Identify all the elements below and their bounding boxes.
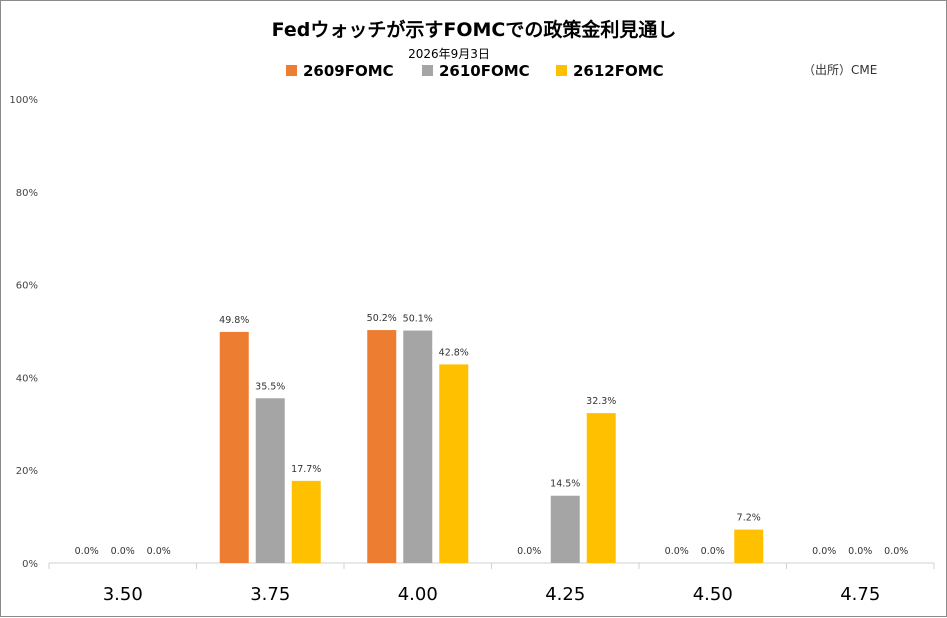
x-tick-label: 3.50 <box>103 584 143 605</box>
x-axis: 3.50 3.75 4.00 4.25 4.50 4.75 <box>48 562 935 605</box>
y-tick-label: 100% <box>9 95 38 106</box>
bar-2612FOMC-3.75 <box>291 480 321 563</box>
data-label-2612FOMC-4.00: 42.8% <box>439 347 469 358</box>
x-tick-label: 4.50 <box>693 584 733 605</box>
x-tick-label: 4.00 <box>398 584 438 605</box>
legend-swatch-2610FOMC <box>422 65 433 76</box>
data-label-2609FOMC-4.75: 0.0% <box>812 546 836 557</box>
y-axis: 0% 20% 40% 60% 80% 100% <box>9 95 38 570</box>
bar-2612FOMC-4.00 <box>439 364 469 563</box>
y-tick-label: 20% <box>16 466 38 477</box>
data-label-2610FOMC-3.50: 0.0% <box>111 546 135 557</box>
chart-legend: 2609FOMC 2610FOMC 2612FOMC <box>286 62 664 80</box>
bar-2612FOMC-4.50 <box>734 529 764 563</box>
legend-label-2612FOMC: 2612FOMC <box>573 62 664 80</box>
chart-title: Fedウォッチが示すFOMCでの政策金利見通し <box>272 18 677 41</box>
data-labels: 0.0% 0.0% 0.0% 49.8% 35.5% 17.7% 50.2% 50.1% 42.… <box>75 313 909 557</box>
bar-2612FOMC-4.25 <box>586 413 616 563</box>
y-tick-label: 0% <box>22 559 38 570</box>
y-tick-label: 60% <box>16 281 38 292</box>
bar-2610FOMC-4.25 <box>550 495 580 563</box>
data-label-2610FOMC-4.00: 50.1% <box>403 314 433 325</box>
data-label-2609FOMC-3.50: 0.0% <box>75 546 99 557</box>
data-label-2612FOMC-3.75: 17.7% <box>291 464 321 475</box>
data-label-2610FOMC-4.50: 0.0% <box>701 546 725 557</box>
legend-swatch-2609FOMC <box>286 65 297 76</box>
x-tick-label: 4.75 <box>840 584 880 605</box>
legend-label-2610FOMC: 2610FOMC <box>439 62 530 80</box>
bar-2609FOMC-3.75 <box>219 331 249 563</box>
x-tick-label: 3.75 <box>250 584 290 605</box>
bars <box>219 330 764 563</box>
chart-subtitle: 2026年9月3日 <box>408 47 490 61</box>
data-label-2612FOMC-4.75: 0.0% <box>884 546 908 557</box>
data-label-2610FOMC-3.75: 35.5% <box>255 381 285 392</box>
data-label-2610FOMC-4.75: 0.0% <box>848 546 872 557</box>
data-label-2609FOMC-4.50: 0.0% <box>665 546 689 557</box>
bar-2610FOMC-4.00 <box>403 330 433 563</box>
data-label-2610FOMC-4.25: 14.5% <box>550 479 580 490</box>
bar-2610FOMC-3.75 <box>255 398 285 563</box>
data-label-2612FOMC-3.50: 0.0% <box>147 546 171 557</box>
legend-label-2609FOMC: 2609FOMC <box>303 62 394 80</box>
chart-source: （出所）CME <box>803 63 877 77</box>
data-label-2612FOMC-4.25: 32.3% <box>586 396 616 407</box>
data-label-2609FOMC-4.25: 0.0% <box>517 546 541 557</box>
data-label-2609FOMC-3.75: 49.8% <box>219 315 249 326</box>
x-tick-label: 4.25 <box>545 584 585 605</box>
bar-2609FOMC-4.00 <box>367 330 397 563</box>
legend-swatch-2612FOMC <box>556 65 567 76</box>
data-label-2612FOMC-4.50: 7.2% <box>737 513 761 524</box>
y-tick-label: 80% <box>16 188 38 199</box>
data-label-2609FOMC-4.00: 50.2% <box>367 313 397 324</box>
y-tick-label: 40% <box>16 373 38 384</box>
